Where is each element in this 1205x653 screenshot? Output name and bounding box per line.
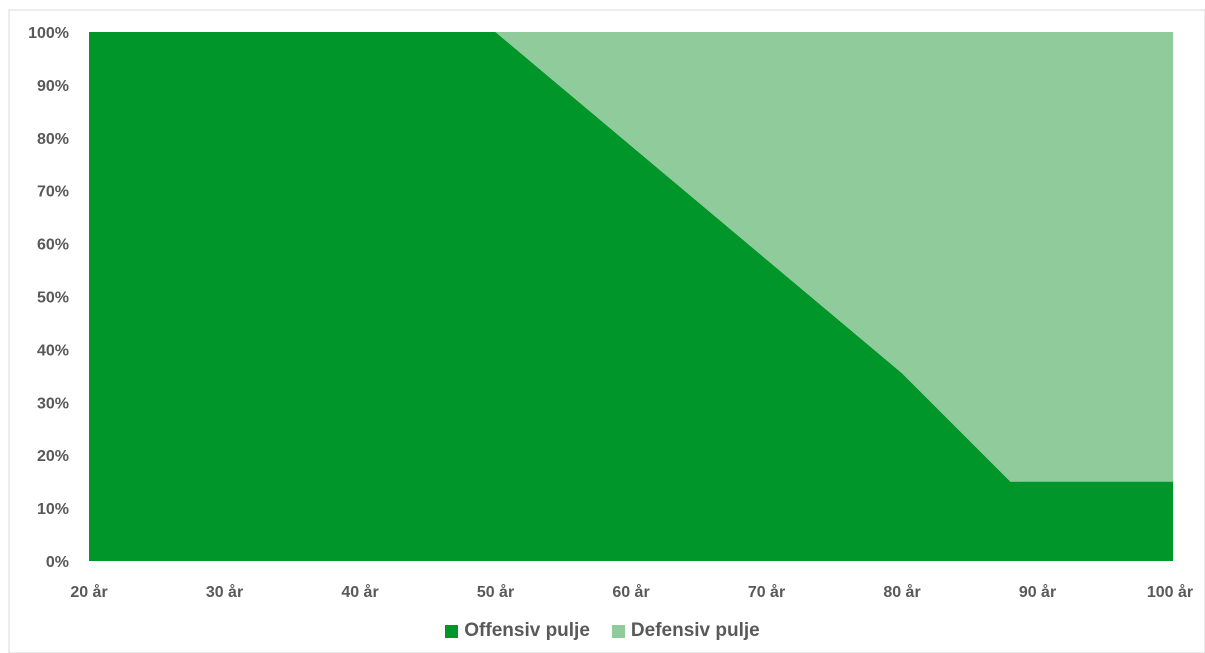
y-tick-label: 60%: [37, 237, 69, 254]
y-tick-label: 30%: [37, 395, 69, 412]
y-tick-label: 0%: [46, 554, 69, 571]
legend-item-defensiv: Defensiv pulje: [611, 620, 760, 642]
y-tick-label: 20%: [37, 448, 69, 465]
y-axis-tick-labels: 0% 10% 20% 30% 40% 50% 60% 70% 80% 90% 100%: [28, 25, 69, 571]
x-tick-label: 100 år: [1147, 583, 1193, 601]
x-tick-label: 80 år: [883, 583, 920, 601]
legend: Offensiv pulje Defensiv pulje: [0, 620, 1205, 642]
y-tick-label: 50%: [37, 290, 69, 307]
chart-border: [8, 9, 1205, 653]
legend-swatch-defensiv: [611, 624, 625, 638]
y-tick-label: 70%: [37, 184, 69, 201]
area-series-defensiv: [89, 32, 1173, 482]
y-tick-label: 90%: [37, 78, 69, 95]
area-series-offensiv: [89, 32, 1173, 561]
y-tick-label: 10%: [37, 501, 69, 518]
x-tick-label: 40 år: [341, 583, 378, 601]
y-tick-label: 80%: [37, 131, 69, 148]
x-tick-label: 20 år: [70, 583, 107, 601]
x-tick-label: 70 år: [748, 583, 785, 601]
legend-swatch-offensiv: [445, 624, 459, 638]
x-tick-label: 60 år: [612, 583, 649, 601]
x-tick-label: 90 år: [1019, 583, 1056, 601]
legend-label-offensiv: Offensiv pulje: [464, 620, 590, 641]
y-tick-label: 40%: [37, 342, 69, 359]
series-areas: [89, 32, 1173, 561]
legend-label-defensiv: Defensiv pulje: [630, 620, 760, 641]
y-tick-label: 100%: [28, 25, 69, 42]
x-tick-label: 50 år: [477, 583, 514, 601]
legend-item-offensiv: Offensiv pulje: [445, 620, 590, 642]
x-axis-tick-labels: 20 år 30 år 40 år 50 år 60 år 70 år 80 år 90 år…: [70, 583, 1193, 601]
x-tick-label: 30 år: [206, 583, 243, 601]
